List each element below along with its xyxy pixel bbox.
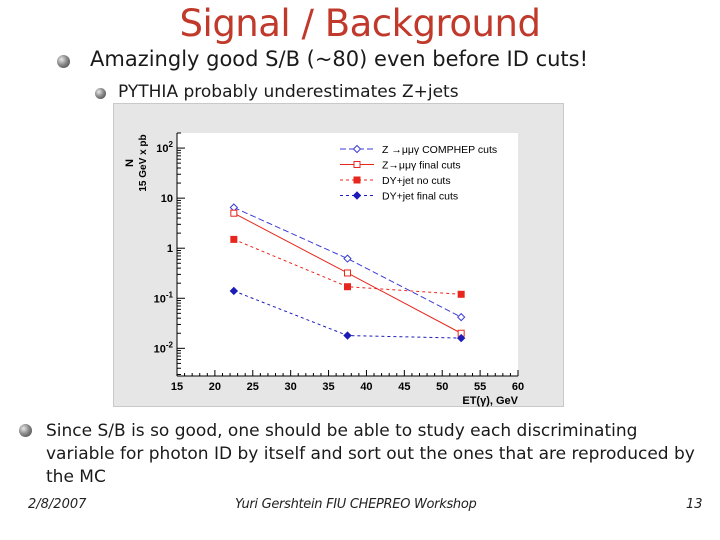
x-tick-label: 15	[171, 381, 183, 393]
x-tick-label: 55	[474, 381, 486, 393]
bullet-icon	[19, 424, 32, 437]
x-tick-label: 35	[322, 381, 334, 393]
series-line-1	[233, 207, 462, 318]
x-tick-label: 45	[398, 381, 410, 393]
legend-label: DY+jet final cuts	[382, 191, 458, 203]
legend-label: Z →μμγ COMPHEP cuts	[382, 144, 497, 156]
legend-marker	[352, 191, 362, 200]
data-point	[230, 209, 238, 217]
y-tick-label: 10-1	[154, 290, 174, 305]
data-point	[229, 286, 239, 296]
x-axis-label: ET(γ), GeV	[462, 395, 518, 407]
data-point	[456, 333, 466, 343]
bullet-text-2: PYTHIA probably underestimates Z+jets	[118, 82, 459, 102]
data-point	[456, 312, 466, 322]
x-tick-label: 60	[512, 381, 524, 393]
x-tick-label: 20	[209, 381, 221, 393]
data-point	[230, 235, 238, 243]
x-tick-label: 25	[247, 381, 259, 393]
chart: 15 20 25 30 35 40 45 50 55 60 102 10 1 10-1 10-2 ET(γ),…	[113, 103, 564, 407]
y-tick-label: 10-2	[154, 340, 174, 355]
y-tick-label: 10	[161, 193, 173, 205]
y-tick-label: 102	[156, 140, 173, 155]
x-tick-label: 30	[285, 381, 297, 393]
legend-marker	[352, 144, 362, 154]
legend-label: DY+jet no cuts	[382, 175, 451, 187]
slide-number: 13	[686, 497, 703, 512]
x-tick-label: 50	[436, 381, 448, 393]
data-point	[457, 290, 465, 298]
y-axis-label: N	[124, 159, 136, 167]
footer-date: 2/8/2007	[28, 497, 87, 512]
x-tick-label: 40	[360, 381, 372, 393]
data-point	[344, 269, 351, 277]
y-axis-label: 15 GeV x pb	[138, 134, 149, 191]
data-point	[344, 283, 351, 291]
slide-title: Signal / Background	[179, 2, 541, 45]
bullet-text-1: Amazingly good S/B (~80) even before ID …	[90, 47, 589, 71]
legend-label: Z→μμγ final cuts	[382, 160, 461, 172]
y-tick-label: 1	[167, 243, 173, 255]
legend-marker	[353, 161, 361, 168]
legend-marker	[353, 176, 361, 184]
data-point	[343, 254, 352, 263]
bullet-icon	[95, 88, 106, 99]
bullet-icon	[57, 55, 70, 68]
data-point	[343, 331, 352, 340]
bullet-text-3: Since S/B is so good, one should be able…	[46, 421, 695, 487]
series-line-3	[233, 238, 462, 295]
footer-presenter: Yuri Gershtein FIU CHEPREO Workshop	[235, 497, 477, 512]
